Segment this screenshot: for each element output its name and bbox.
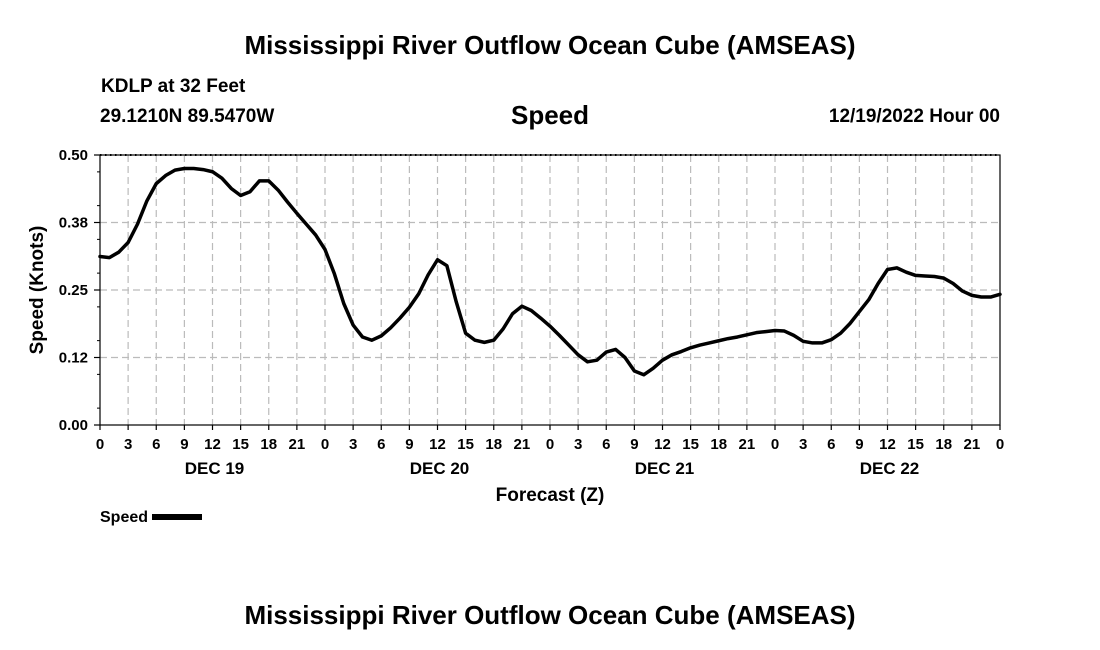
run-time-label: 12/19/2022 Hour 00	[828, 106, 1000, 127]
x-tick-label: 0	[96, 436, 104, 453]
x-tick-label: 0	[771, 436, 779, 453]
x-axis: 0 3 6 9 12 15 18 21 0 3 6 9 12 15 18 21 0 3 6 9 12 15 18 21 0 3 6 9…	[96, 425, 1004, 478]
legend-swatch	[152, 513, 203, 520]
x-tick-label: 6	[152, 436, 160, 453]
position-label: 29.1210N 89.5470W	[100, 106, 275, 127]
x-tick-label: 0	[546, 436, 554, 453]
x-tick-label: 6	[602, 436, 610, 453]
day-label: DEC 21	[635, 459, 695, 478]
x-tick-label: 6	[827, 436, 835, 453]
x-tick-label: 15	[457, 436, 474, 453]
y-tick-label: 0.25	[59, 282, 88, 299]
x-tick-label: 9	[405, 436, 413, 453]
x-tick-label: 18	[260, 436, 277, 453]
x-tick-label: 12	[654, 436, 671, 453]
y-axis: 0.00 0.12 0.25 0.38 0.50	[59, 147, 100, 434]
x-tick-label: 6	[377, 436, 385, 453]
y-tick-label: 0.50	[59, 147, 88, 164]
plot-subtitle: Speed	[510, 100, 590, 130]
legend-label: Speed	[100, 509, 149, 526]
day-label: DEC 22	[860, 459, 920, 478]
y-tick-label: 0.12	[59, 350, 88, 367]
x-tick-label: 18	[935, 436, 952, 453]
x-tick-label: 12	[204, 436, 221, 453]
x-tick-label: 12	[429, 436, 446, 453]
x-tick-label: 12	[879, 436, 896, 453]
x-tick-label: 9	[855, 436, 863, 453]
x-axis-label: Forecast (Z)	[496, 485, 605, 506]
y-tick-label: 0.00	[59, 417, 88, 434]
x-tick-label: 21	[289, 436, 306, 453]
x-tick-label: 3	[799, 436, 807, 453]
x-tick-label: 15	[907, 436, 924, 453]
x-tick-label: 0	[321, 436, 329, 453]
x-tick-label: 15	[682, 436, 699, 453]
station-label: KDLP at 32 Feet	[101, 76, 246, 97]
grid-lines	[100, 155, 1000, 425]
x-tick-label: 21	[739, 436, 756, 453]
x-tick-label: 9	[180, 436, 188, 453]
x-tick-label: 3	[574, 436, 582, 453]
legend: Speed	[100, 509, 203, 527]
x-tick-label: 21	[514, 436, 531, 453]
bottom-title: Mississippi River Outflow Ocean Cube (AM…	[244, 600, 856, 630]
x-tick-label: 15	[232, 436, 249, 453]
x-tick-label: 18	[485, 436, 502, 453]
day-label: DEC 20	[410, 459, 470, 478]
x-tick-label: 0	[996, 436, 1004, 453]
x-tick-label: 3	[124, 436, 132, 453]
x-tick-label: 18	[710, 436, 727, 453]
chart-title: Mississippi River Outflow Ocean Cube (AM…	[244, 30, 856, 60]
day-label: DEC 19	[185, 459, 245, 478]
y-tick-label: 0.38	[59, 215, 88, 232]
x-tick-label: 3	[349, 436, 357, 453]
x-tick-label: 9	[630, 436, 638, 453]
y-axis-label: Speed (Knots)	[27, 226, 48, 355]
x-tick-label: 21	[964, 436, 981, 453]
speed-series-line	[98, 166, 1002, 377]
